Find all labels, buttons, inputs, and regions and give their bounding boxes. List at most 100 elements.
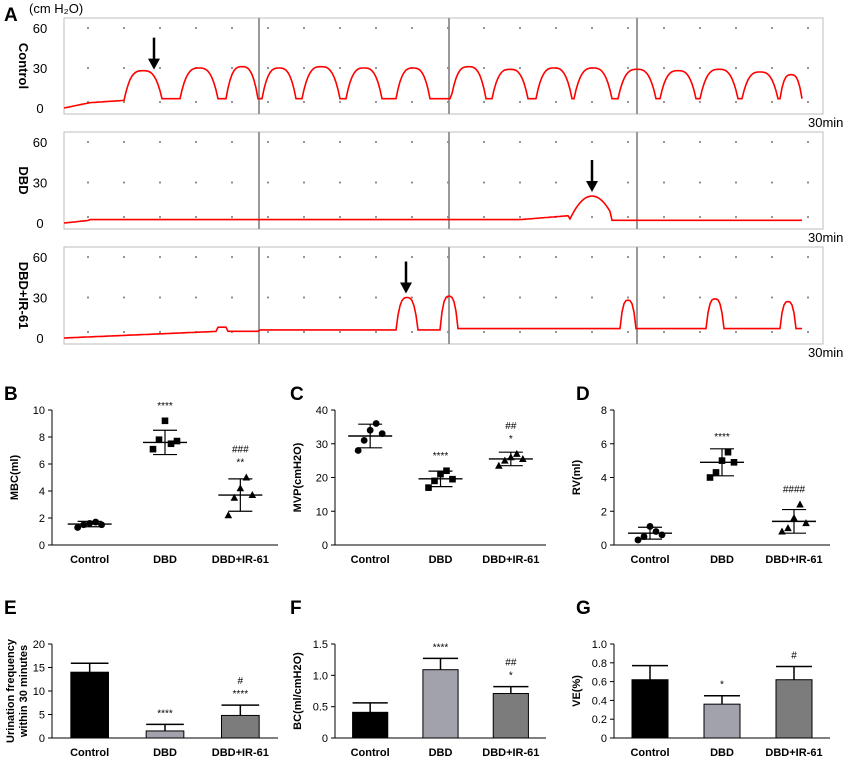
y-tick-label: 10	[33, 686, 45, 698]
trace-grid-dot	[590, 140, 594, 144]
trace-grid-dot	[482, 181, 486, 184]
y-tick-label: 4	[39, 486, 45, 498]
trace-grid-dot	[626, 330, 630, 334]
trace-grid-dot	[734, 296, 738, 299]
trace-grid-dot	[338, 66, 342, 70]
y-tick-label: 10	[316, 506, 328, 518]
trace-grid-dot	[518, 330, 522, 334]
trace-grid-dot	[266, 26, 270, 30]
data-point	[155, 436, 163, 443]
trace-grid-dot	[122, 296, 126, 299]
trace-grid-dot	[194, 26, 198, 30]
trace-group-label: Control	[16, 43, 31, 89]
trace-grid-dot	[230, 100, 234, 104]
y-tick-label: 10	[33, 405, 45, 417]
trace-grid-dot	[626, 140, 630, 144]
y-tick-label: 6	[39, 459, 45, 471]
data-point	[366, 426, 374, 434]
trace-grid-dot	[230, 296, 234, 299]
trace-grid-dot	[410, 100, 414, 104]
bar	[145, 730, 185, 739]
trace-grid-dot	[698, 255, 702, 259]
trace-grid-dot	[374, 66, 378, 70]
trace-grid-dot	[482, 255, 486, 259]
y-tick-label: 1.0	[313, 670, 328, 682]
trace-y-tick: 60	[33, 250, 47, 265]
data-point	[242, 473, 251, 481]
y-tick-label: 2	[39, 513, 45, 525]
y-tick-label: 0.2	[592, 714, 607, 726]
data-point	[167, 440, 175, 448]
trace-grid-dot	[626, 26, 630, 30]
trace-2: 60 30 0 DBD 30min	[16, 131, 843, 245]
significance-mark: ****	[433, 642, 449, 653]
trace-grid-dot	[518, 66, 522, 70]
trace-grid-dot	[482, 66, 486, 70]
trace-grid-dot	[734, 255, 738, 259]
trace-grid-dot	[698, 296, 702, 299]
trace-grid-dot	[662, 215, 666, 219]
y-tick-label: 30	[316, 439, 328, 451]
trace-grid-dot	[698, 215, 702, 219]
trace-grid-dot	[302, 181, 306, 184]
trace-y-tick: 30	[33, 291, 47, 306]
trace-grid-dot	[266, 296, 270, 299]
x-tick-label: DBD	[710, 747, 734, 759]
trace-grid-dot	[770, 296, 774, 299]
trace-grid-dot	[410, 140, 414, 144]
trace-grid-dot	[626, 66, 630, 70]
trace-grid-dot	[734, 140, 738, 144]
trace-grid-dot	[122, 181, 126, 184]
trace-grid-dot	[698, 26, 702, 30]
trace-grid-dot	[158, 66, 162, 70]
trace-grid-dot	[806, 215, 810, 219]
trace-grid-dot	[626, 181, 630, 184]
y-axis-title: RV(ml)	[571, 460, 583, 496]
trace-grid-dot	[446, 140, 450, 144]
trace-grid-dot	[338, 26, 342, 30]
x-tick-label: DBD+IR-61	[482, 747, 539, 759]
trace-grid-dot	[554, 140, 558, 144]
trace-grid-dot	[518, 181, 522, 184]
trace-grid-dot	[194, 215, 198, 219]
trace-y-tick: 0	[36, 331, 43, 346]
data-point	[796, 500, 804, 508]
trace-grid-dot	[554, 26, 558, 30]
y-axis-title: within 30 minutes	[18, 645, 30, 738]
trace-grid-dot	[302, 66, 306, 70]
trace-y-tick: 60	[33, 135, 47, 150]
trace-grid-dot	[590, 26, 594, 30]
trace-grid-dot	[698, 330, 702, 334]
significance-mark: #	[238, 676, 244, 687]
x-tick-label: DBD	[429, 554, 453, 566]
x-tick-label: DBD+IR-61	[482, 554, 539, 566]
trace-grid-dot	[266, 255, 270, 259]
significance-mark: #	[791, 651, 797, 662]
significance-mark: ###	[232, 445, 249, 456]
trace-grid-dot	[266, 100, 270, 104]
trace-grid-dot	[734, 215, 738, 219]
trace-y-tick: 30	[33, 176, 47, 191]
trace-grid-dot	[374, 100, 378, 104]
trace-grid-dot	[446, 181, 450, 184]
bar	[352, 711, 389, 739]
trace-grid-dot	[302, 330, 306, 334]
x-tick-label: Control	[630, 554, 669, 566]
trace-grid-dot	[662, 140, 666, 144]
trace-grid-dot	[446, 100, 450, 104]
trace-grid-dot	[86, 296, 90, 299]
data-point	[437, 470, 444, 478]
trace-grid-dot	[446, 255, 450, 259]
trace-grid-dot	[770, 330, 774, 334]
trace-grid-dot	[230, 140, 234, 144]
trace-grid-dot	[806, 66, 810, 70]
trace-time-label: 30min	[808, 115, 843, 130]
trace-grid-dot	[698, 140, 702, 144]
trace-grid-dot	[482, 296, 486, 299]
panel-letter-e: E	[4, 598, 17, 619]
trace-grid-dot	[662, 255, 666, 259]
data-point	[724, 448, 732, 456]
trace-grid-dot	[590, 255, 594, 259]
bar	[221, 714, 260, 739]
